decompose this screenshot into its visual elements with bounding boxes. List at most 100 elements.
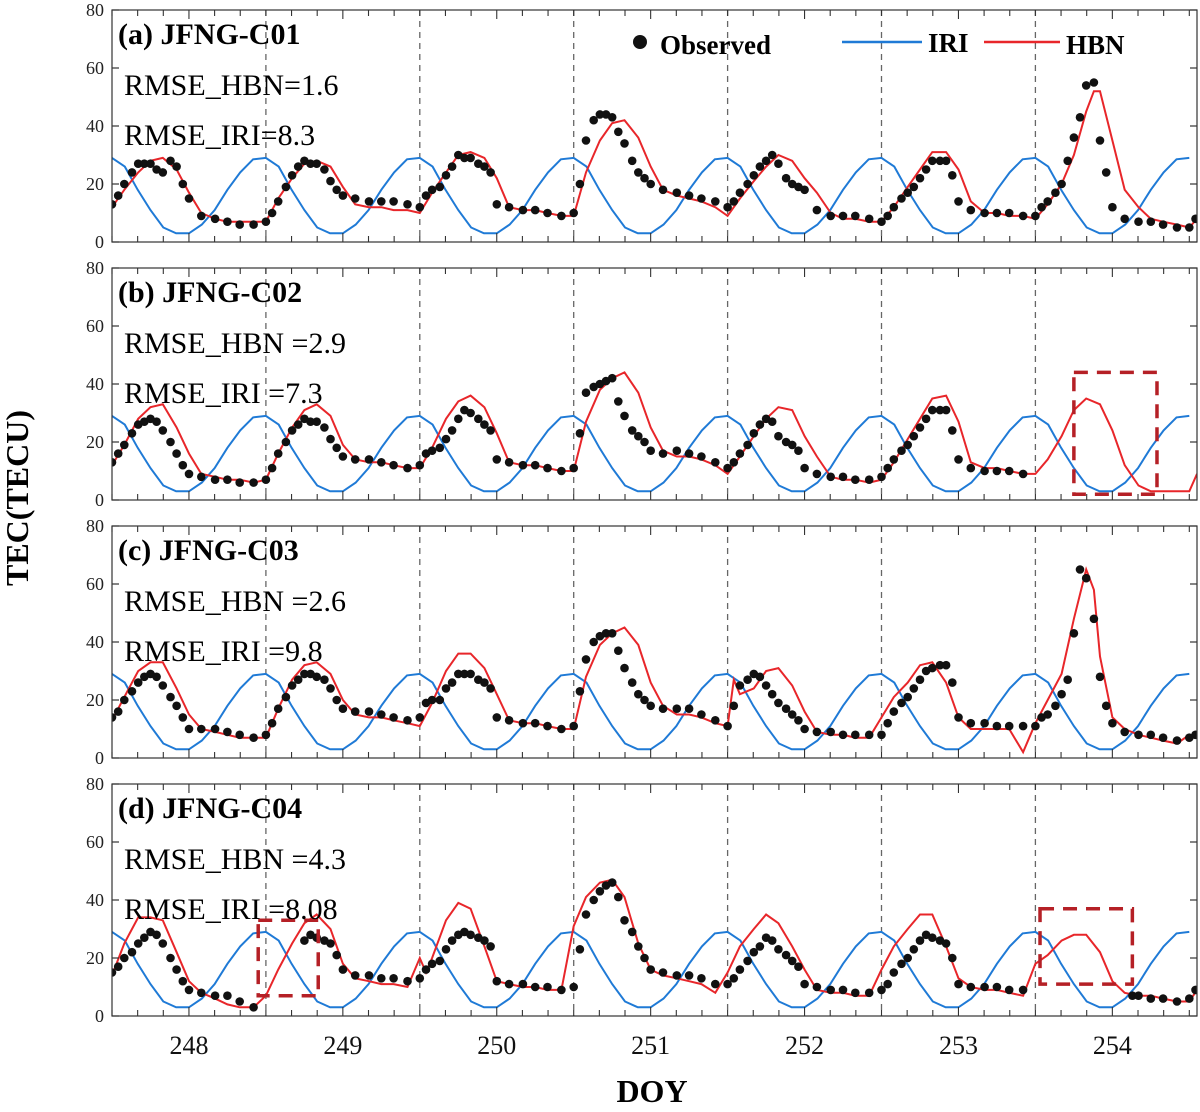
observed-point xyxy=(735,449,745,458)
observed-point xyxy=(300,669,309,679)
observed-point xyxy=(184,985,194,995)
observed-point xyxy=(729,458,739,467)
observed-point xyxy=(755,162,765,171)
observed-point xyxy=(403,716,412,725)
observed-point xyxy=(120,179,129,189)
observed-point xyxy=(466,408,475,418)
observed-point xyxy=(627,156,637,166)
plot-area xyxy=(112,371,1197,493)
observed-point xyxy=(112,713,117,722)
observed-point xyxy=(421,965,431,974)
observed-point xyxy=(761,156,771,166)
y-tick-label: 60 xyxy=(86,58,104,78)
observed-point xyxy=(435,443,445,453)
observed-point xyxy=(581,136,591,145)
observed-point xyxy=(210,724,220,734)
observed-point xyxy=(1069,629,1079,638)
observed-point xyxy=(1031,211,1040,221)
observed-point xyxy=(1004,721,1014,731)
observed-point xyxy=(723,463,732,473)
observed-point xyxy=(646,446,655,456)
y-tick-label: 80 xyxy=(86,0,104,20)
observed-point xyxy=(774,698,783,708)
observed-point xyxy=(1043,197,1052,206)
observed-point xyxy=(1158,994,1168,1003)
observed-point xyxy=(543,721,552,731)
observed-point xyxy=(948,678,957,687)
observed-point xyxy=(921,165,931,174)
observed-point xyxy=(1069,133,1079,142)
observed-point xyxy=(210,991,220,1000)
observed-point xyxy=(480,678,489,687)
highlight-box xyxy=(1038,906,1135,986)
observed-point xyxy=(774,945,783,954)
y-tick-label: 40 xyxy=(86,890,104,910)
observed-point xyxy=(889,455,899,464)
observed-point xyxy=(281,182,291,192)
observed-point xyxy=(326,684,335,693)
observed-point xyxy=(486,168,495,177)
observed-point xyxy=(1037,202,1046,212)
observed-point xyxy=(1018,721,1028,731)
observed-point xyxy=(166,692,175,702)
observed-point xyxy=(235,997,244,1006)
observed-point xyxy=(614,127,623,137)
observed-point xyxy=(935,660,945,670)
observed-point xyxy=(903,188,912,197)
observed-point xyxy=(640,695,649,705)
observed-point xyxy=(1101,168,1111,177)
observed-point xyxy=(812,982,822,992)
observed-point xyxy=(838,211,848,221)
legend-observed-marker xyxy=(633,35,647,49)
observed-point xyxy=(646,179,655,189)
observed-point xyxy=(1057,689,1066,699)
observed-point xyxy=(787,710,797,719)
observed-point xyxy=(1191,985,1197,995)
observed-point xyxy=(261,217,271,226)
observed-point xyxy=(697,452,706,461)
observed-point xyxy=(447,426,457,435)
observed-point xyxy=(620,663,629,673)
observed-point xyxy=(166,953,175,963)
observed-point xyxy=(403,976,412,986)
observed-point xyxy=(447,936,457,945)
rmse-iri-label: RMSE_IRI =7.3 xyxy=(124,377,323,410)
panel-title: (a) JFNG-C01 xyxy=(118,18,300,51)
observed-point xyxy=(755,672,765,682)
observed-point xyxy=(146,159,155,168)
observed-point xyxy=(569,982,578,992)
observed-point xyxy=(877,472,886,482)
observed-point xyxy=(980,208,989,218)
observed-point xyxy=(1146,730,1156,740)
observed-point xyxy=(658,968,668,977)
observed-point xyxy=(197,988,206,998)
observed-point xyxy=(492,713,502,722)
observed-point xyxy=(389,197,398,206)
rmse-hbn-label: RMSE_HBN =2.6 xyxy=(124,585,346,618)
observed-point xyxy=(293,675,303,684)
observed-point xyxy=(723,721,732,731)
observed-point xyxy=(543,208,552,218)
observed-point xyxy=(389,460,398,470)
observed-point xyxy=(427,185,437,195)
legend-iri-label: IRI xyxy=(928,28,969,58)
observed-point xyxy=(672,704,682,713)
observed-point xyxy=(800,724,809,734)
observed-point xyxy=(909,182,919,192)
observed-point xyxy=(1004,985,1014,995)
observed-point xyxy=(781,950,791,960)
observed-point xyxy=(120,440,129,450)
observed-point xyxy=(306,417,315,427)
observed-point xyxy=(350,971,360,980)
observed-point xyxy=(941,660,951,670)
observed-point xyxy=(1095,672,1105,682)
observed-point xyxy=(755,942,765,951)
observed-point xyxy=(249,220,258,229)
observed-point xyxy=(787,440,797,450)
y-tick-label: 0 xyxy=(95,232,104,252)
observed-point xyxy=(267,208,277,218)
observed-point xyxy=(774,431,783,441)
observed-point xyxy=(909,431,919,441)
observed-point xyxy=(889,202,899,212)
